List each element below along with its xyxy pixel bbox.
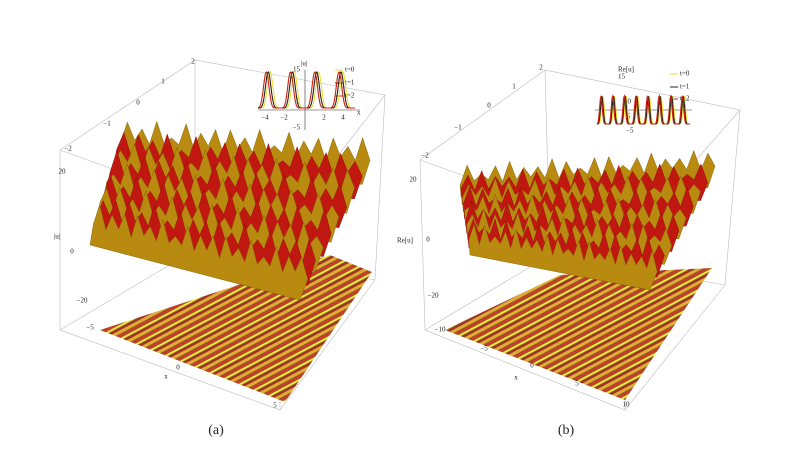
x-tick: 0 — [530, 362, 534, 370]
inset: Re[u] 15 10 5 −5 t=0 t=1 t=2 — [595, 66, 692, 135]
inset-x-tick: 4 — [341, 114, 345, 122]
z-tick: 0 — [70, 248, 74, 256]
inset-y-label: Re[u] — [618, 66, 634, 74]
t-tick: −1 — [103, 120, 111, 128]
inset-x-tick: −2 — [280, 114, 288, 122]
caption: (a) — [208, 423, 224, 438]
inset-x-tick: 2 — [322, 114, 326, 122]
x-tick: 10 — [623, 401, 631, 409]
inset-y-tick: 15 — [618, 73, 626, 81]
z-label: Re[u] — [397, 237, 413, 245]
inset-y-tick: −5 — [626, 127, 634, 135]
t-tick: −2 — [64, 145, 72, 153]
surface-strip — [468, 223, 658, 291]
x-tick: −10 — [435, 326, 446, 334]
t-tick: 2 — [539, 64, 543, 72]
x-tick: 5 — [575, 380, 579, 388]
x-label: x — [164, 373, 168, 381]
inset-y-tick: 5 — [627, 113, 631, 121]
x-tick: 5 — [273, 402, 277, 410]
x-label: x — [514, 374, 518, 382]
t-tick: 2 — [191, 58, 195, 66]
floor — [445, 268, 712, 400]
inset-x-tick: −4 — [261, 114, 269, 122]
t-tick: 1 — [512, 83, 516, 91]
caption: (b) — [558, 423, 575, 438]
legend-entry: t=1 — [680, 83, 690, 91]
inset-y-tick: 10 — [624, 98, 632, 106]
legend-entry: t=0 — [680, 70, 690, 78]
inset: |u| 15 5 −5 −4 −2 2 4 x t=0 t=1 t=2 — [257, 60, 361, 132]
legend-entry: t=2 — [345, 92, 355, 100]
surface — [89, 120, 371, 301]
surface-strip — [89, 203, 308, 301]
panel-a: |u| 15 5 −5 −4 −2 2 4 x t=0 t=1 t=2 2 1 … — [54, 58, 386, 438]
inset-y-label: |u| — [301, 60, 307, 68]
x-tick: −5 — [86, 324, 94, 332]
legend-entry: t=0 — [345, 66, 355, 74]
z-tick: 0 — [426, 236, 430, 244]
t-tick: 1 — [161, 78, 165, 86]
floor — [100, 255, 372, 402]
t-tick: 0 — [136, 99, 140, 107]
x-tick: −5 — [480, 345, 488, 353]
inset-curve — [257, 71, 356, 109]
inset-x-label: x — [357, 109, 361, 117]
t-tick: −1 — [454, 124, 462, 132]
inset-y-tick: −5 — [293, 124, 301, 132]
inset-y-tick: 5 — [297, 98, 301, 106]
z-tick: 20 — [59, 168, 67, 176]
z-tick: −20 — [428, 292, 439, 300]
z-tick: −20 — [77, 297, 88, 305]
panel-b: Re[u] 15 10 5 −5 t=0 t=1 t=2 2 1 0 −1 −2… — [397, 64, 741, 438]
inset-curve — [596, 93, 691, 125]
t-tick: 0 — [487, 102, 491, 110]
surface — [459, 149, 716, 291]
z-tick: 20 — [410, 176, 418, 184]
z-label: |u| — [54, 233, 60, 241]
legend-entry: t=1 — [345, 79, 355, 87]
t-tick: −2 — [421, 152, 429, 160]
x-tick: 0 — [176, 364, 180, 372]
inset-y-tick: 15 — [293, 66, 301, 74]
